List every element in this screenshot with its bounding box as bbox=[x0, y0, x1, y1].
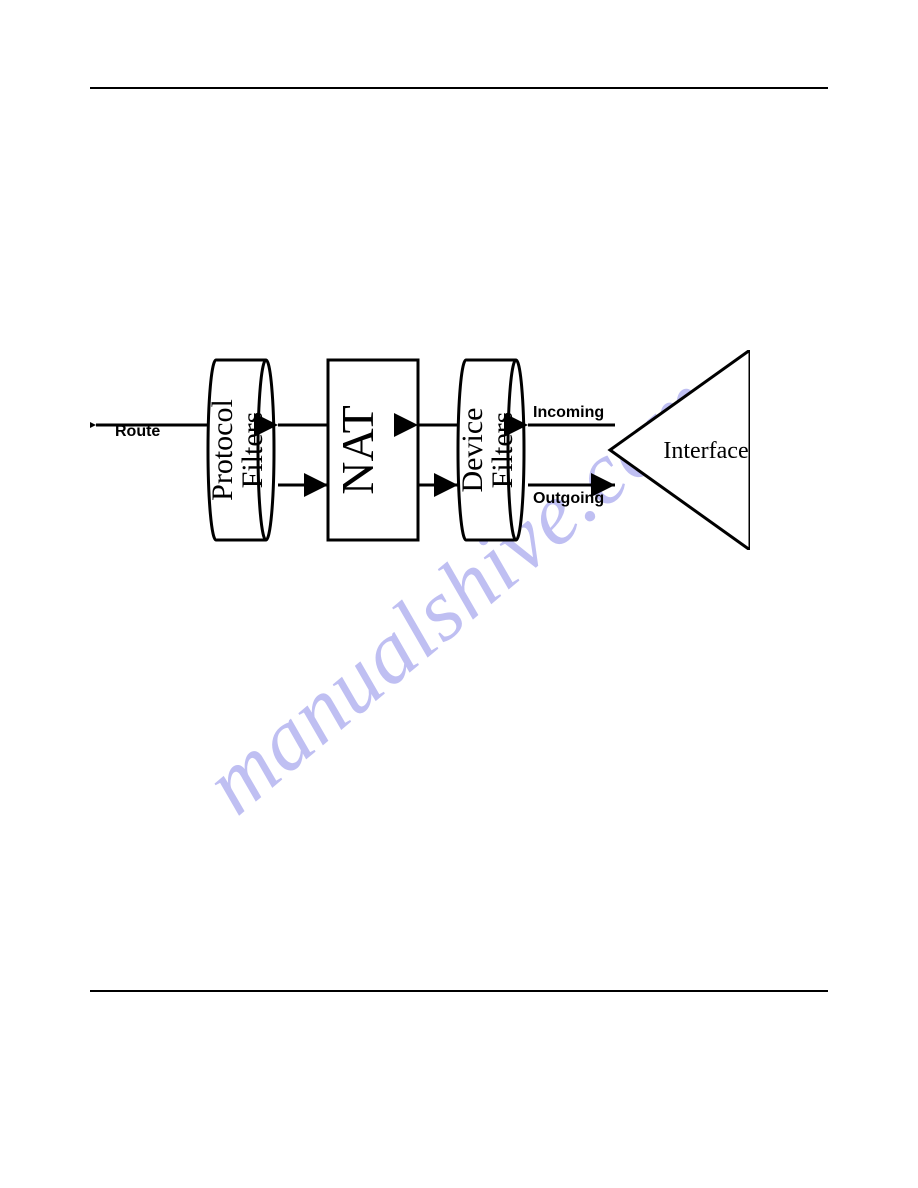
bottom-rule bbox=[90, 990, 828, 992]
diagram-svg: Route Protocol Filters NAT Device Filter… bbox=[90, 350, 750, 550]
device-filters-label-2: Filters bbox=[486, 412, 519, 489]
interface-label: Interface bbox=[663, 438, 748, 464]
nat-label: NAT bbox=[332, 405, 383, 494]
top-rule bbox=[90, 87, 828, 89]
device-filters-label-1: Device bbox=[456, 408, 489, 493]
nat-node: NAT bbox=[328, 360, 418, 540]
protocol-filters-node: Protocol Filters bbox=[206, 360, 274, 540]
incoming-label: Incoming bbox=[533, 404, 604, 421]
protocol-filters-label-1: Protocol bbox=[206, 399, 239, 501]
interface-node: Interface bbox=[610, 350, 750, 550]
outgoing-label: Outgoing bbox=[533, 490, 604, 507]
flow-diagram: Route Protocol Filters NAT Device Filter… bbox=[90, 350, 750, 550]
route-label: Route bbox=[115, 423, 160, 440]
protocol-filters-label-2: Filters bbox=[236, 412, 269, 489]
device-filters-node: Device Filters bbox=[456, 360, 524, 540]
